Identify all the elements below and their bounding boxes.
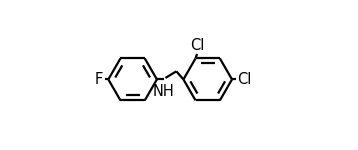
Text: F: F — [95, 72, 103, 87]
Text: Cl: Cl — [237, 72, 252, 87]
Text: Cl: Cl — [190, 38, 204, 53]
Text: NH: NH — [153, 84, 174, 99]
